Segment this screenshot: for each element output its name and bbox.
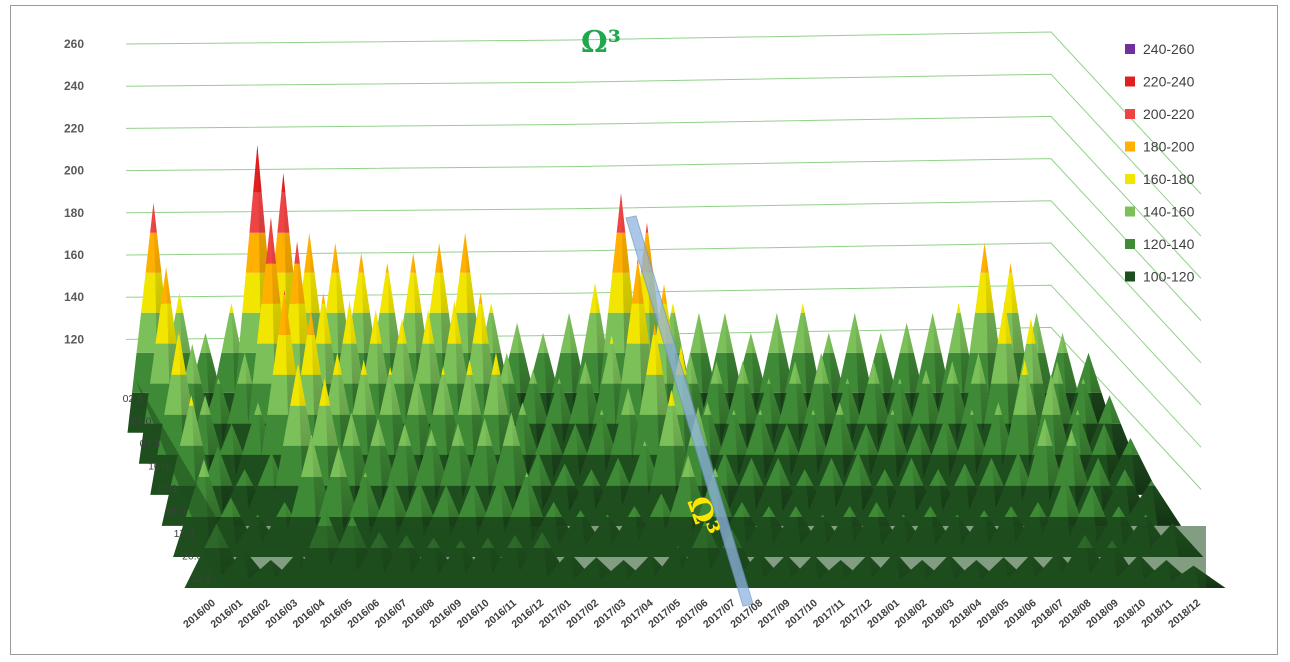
- legend-label: 100-120: [1143, 269, 1195, 285]
- legend-label: 120-140: [1143, 236, 1195, 252]
- gridline: [125, 200, 1202, 364]
- gridlines: [125, 31, 1202, 490]
- depth-tick-label: 05.0: [131, 416, 152, 428]
- omega-annotation: Ω³: [581, 25, 621, 60]
- gridline: [125, 31, 1202, 195]
- legend-label: 220-240: [1143, 74, 1195, 90]
- z-tick-label: 220: [64, 121, 84, 135]
- z-tick-label: 200: [64, 164, 84, 178]
- legend-swatch: [1125, 206, 1135, 217]
- legend: 240-260 220-240 200-220 180-200 160-180 140-1…: [1125, 41, 1195, 285]
- gridline: [125, 73, 1202, 237]
- legend-label: 200-220: [1143, 106, 1195, 122]
- surface-shadow: [742, 361, 770, 464]
- legend-label: 160-180: [1143, 171, 1195, 187]
- z-tick-label: 120: [64, 332, 84, 346]
- surface-shadow: [1130, 437, 1159, 495]
- depth-tick-label: 02.3: [123, 393, 144, 405]
- z-tick-label: 140: [64, 290, 84, 304]
- z-tick-label: 160: [64, 248, 84, 262]
- depth-axis-tick-labels: 02.3 05.0 07.3 10.0 12.3 15.0 17.3 20.0 22.3: [123, 393, 212, 585]
- z-tick-label: 180: [64, 206, 84, 220]
- depth-tick-label: 07.3: [140, 438, 161, 450]
- surface-shadow: [839, 402, 869, 495]
- surface-chart: 260 240 220 200 180 160 140 120 Ω³ 02.3 05.0 07.3…: [64, 25, 1226, 631]
- gridline: [125, 284, 1202, 448]
- legend-label: 140-160: [1143, 204, 1195, 220]
- z-tick-label: 240: [64, 79, 84, 93]
- gridline: [125, 115, 1202, 279]
- legend-swatch: [1125, 174, 1135, 184]
- surface-shadow: [1071, 429, 1102, 526]
- legend-swatch: [1125, 44, 1135, 54]
- surface-area: [127, 144, 1226, 588]
- surface-shadow: [1051, 373, 1080, 495]
- depth-tick-label: 20.0: [182, 551, 203, 563]
- legend-swatch: [1125, 76, 1135, 87]
- chart-frame: 260 240 220 200 180 160 140 120 Ω³ 02.3 05.0 07.3…: [10, 5, 1278, 655]
- divider-plane: [625, 215, 754, 607]
- legend-swatch: [1125, 271, 1135, 282]
- z-axis-tick-labels: 260 240 220 200 180 160 140 120: [64, 37, 84, 346]
- depth-tick-label: 12.3: [157, 483, 178, 495]
- surface-shadow: [1151, 480, 1182, 526]
- legend-swatch: [1125, 109, 1135, 119]
- depth-tick-label: 10.0: [148, 461, 169, 473]
- surface-shadow: [217, 446, 248, 526]
- legend-swatch: [1125, 141, 1135, 152]
- surface-base: [136, 381, 1206, 588]
- surface-shadow: [821, 352, 849, 464]
- z-tick-label: 260: [64, 37, 84, 51]
- depth-tick-label: 15.0: [165, 506, 186, 518]
- legend-label: 240-260: [1143, 41, 1195, 57]
- legend-label: 180-200: [1143, 139, 1195, 155]
- x-axis-tick-labels: 2016/002016/012016/022016/032016/042016/…: [181, 597, 1203, 631]
- gridline: [125, 242, 1202, 406]
- depth-tick-label: 22.3: [191, 573, 212, 585]
- legend-swatch: [1125, 239, 1135, 249]
- depth-tick-label: 17.3: [174, 528, 195, 540]
